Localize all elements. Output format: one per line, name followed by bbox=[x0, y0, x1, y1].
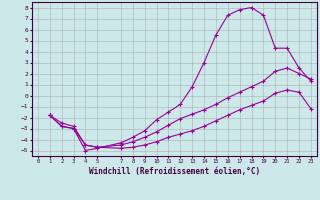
X-axis label: Windchill (Refroidissement éolien,°C): Windchill (Refroidissement éolien,°C) bbox=[89, 167, 260, 176]
